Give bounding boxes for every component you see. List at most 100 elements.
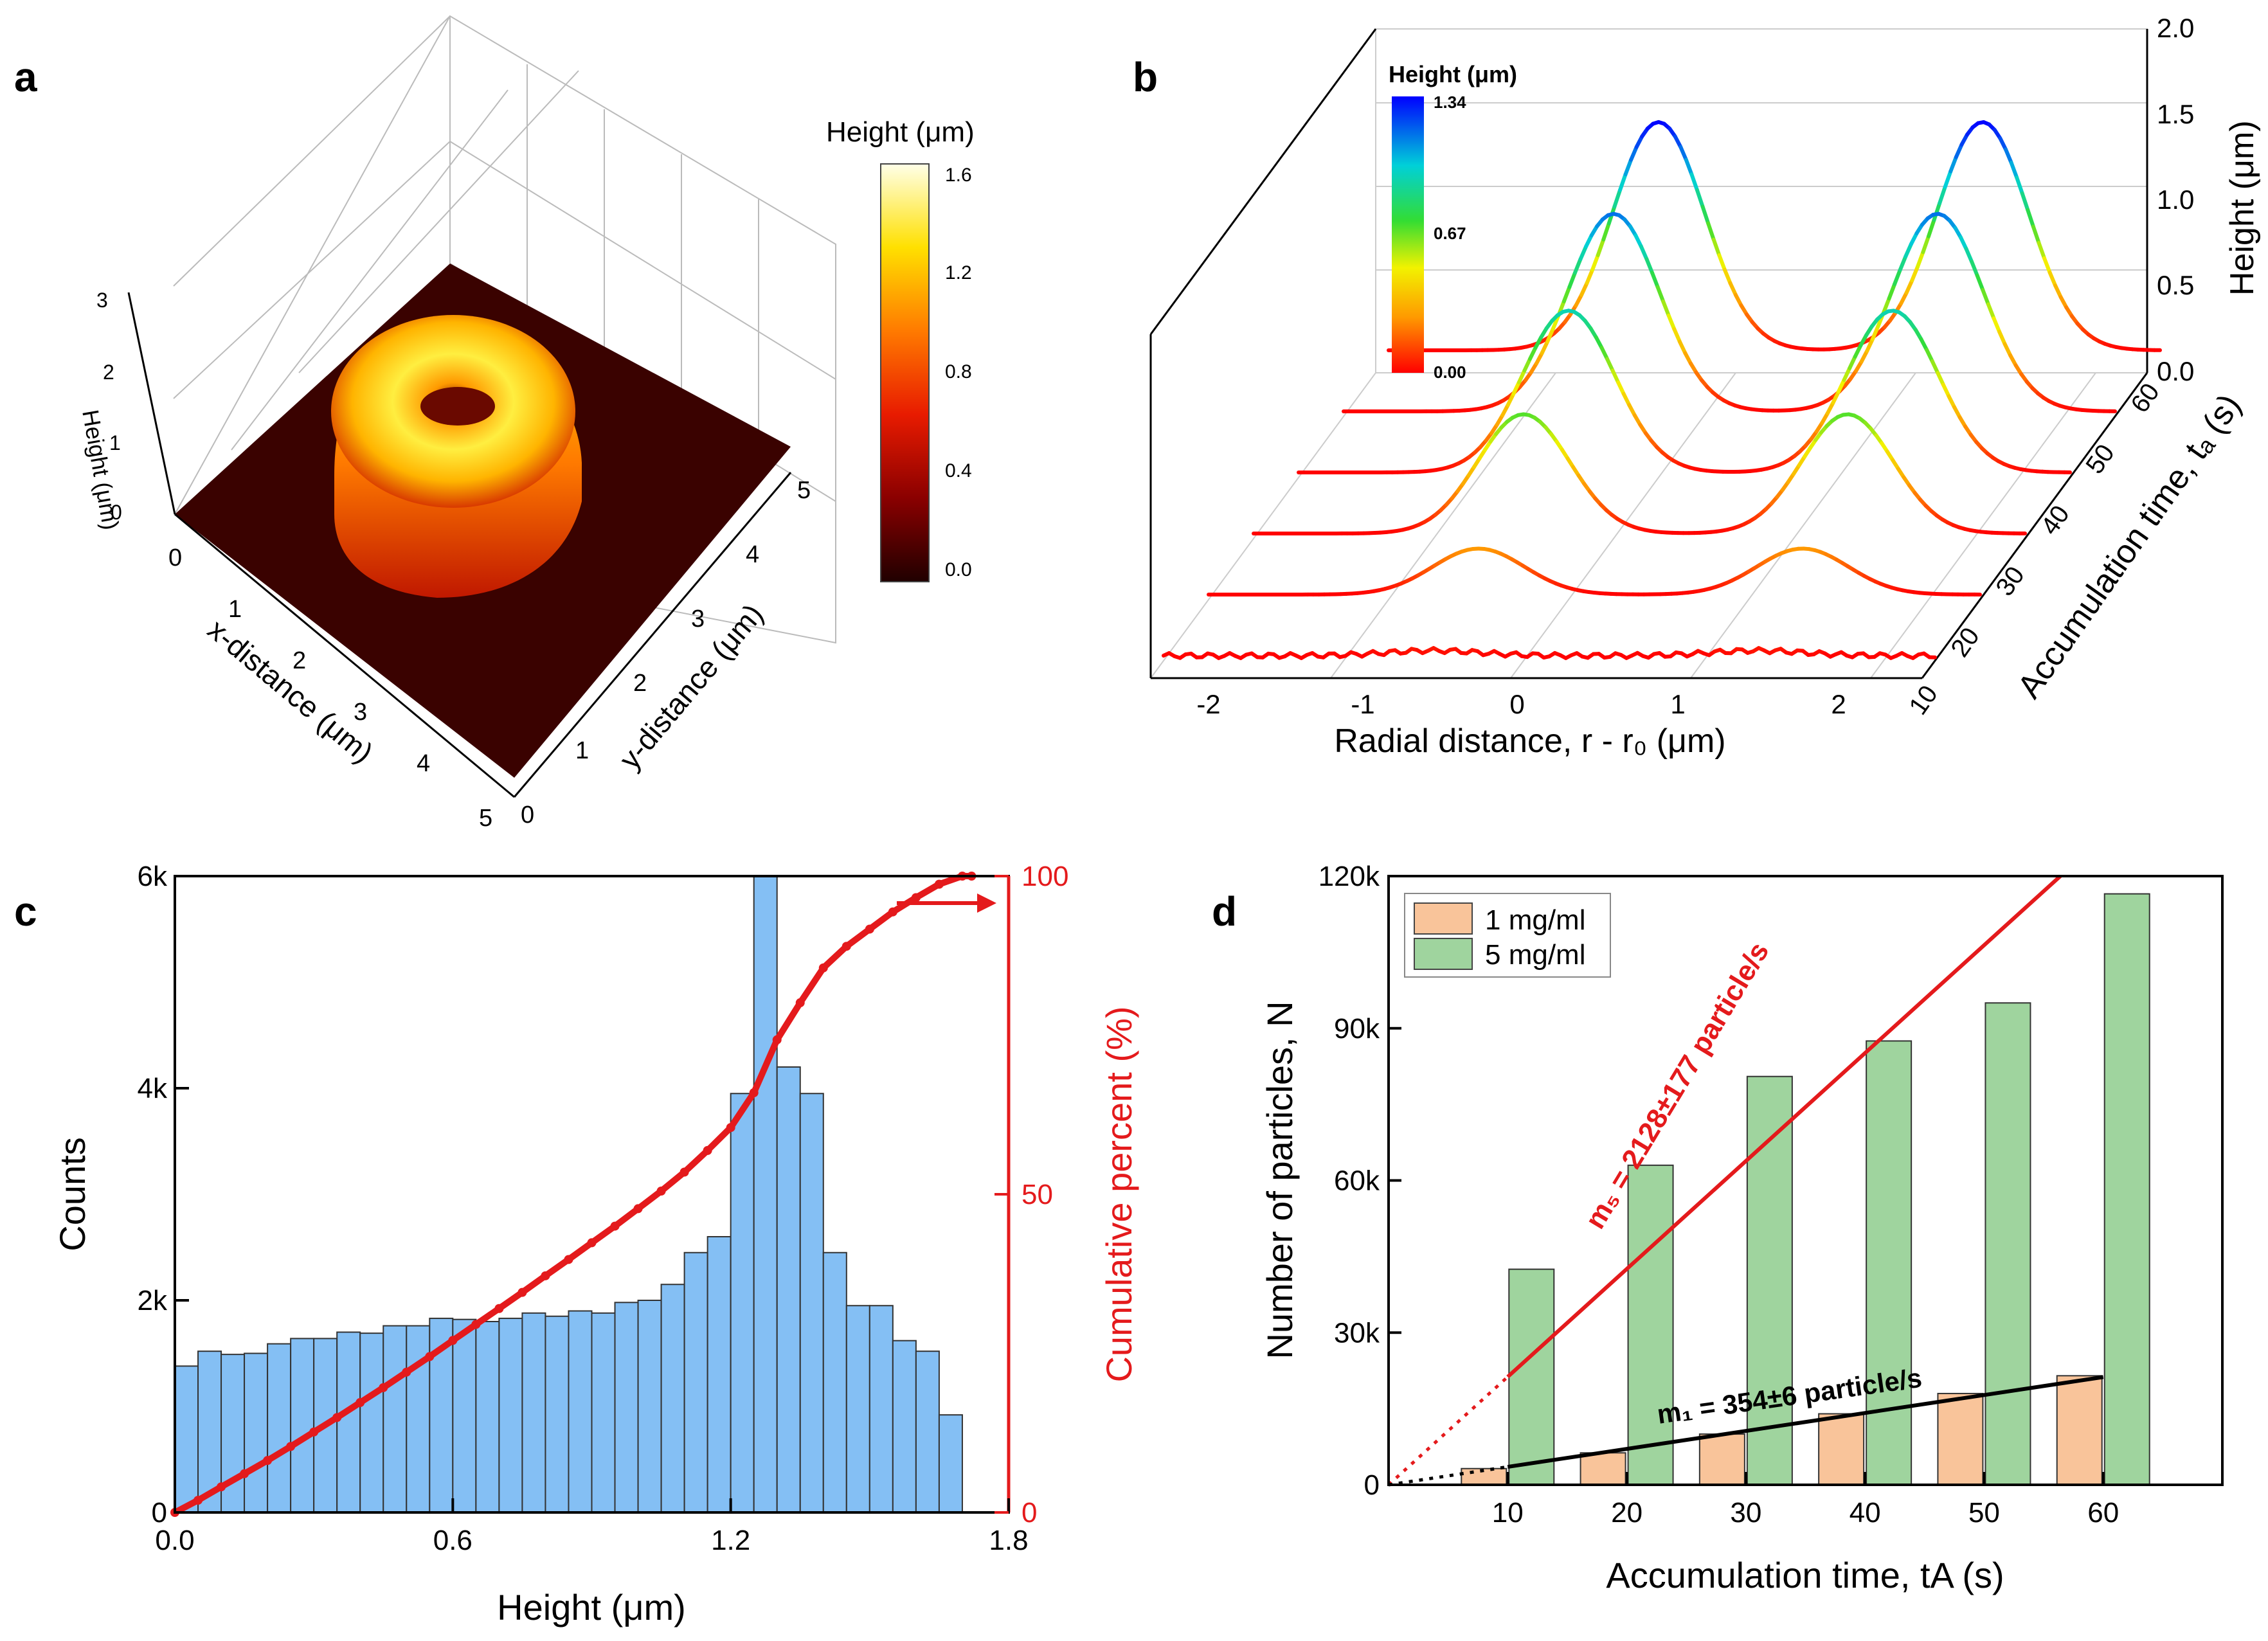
hist-bar bbox=[706, 1236, 732, 1513]
cumulative-point bbox=[240, 1469, 249, 1478]
b-profile-seg bbox=[1610, 368, 1621, 384]
b-z-tick-0: 2.0 bbox=[2157, 13, 2194, 43]
cumulative-point bbox=[818, 963, 828, 973]
c-y2-tick: 50 bbox=[1022, 1179, 1053, 1210]
b-profile-seg bbox=[1574, 292, 1583, 308]
cumulative-point bbox=[633, 1204, 643, 1214]
b-profile-seg bbox=[1533, 335, 1544, 350]
panel-c-cumulative bbox=[170, 872, 977, 1517]
a-y-tick-1: 1 bbox=[575, 737, 589, 764]
b-profile-seg bbox=[1932, 201, 1942, 222]
a-x-tick-0: 0 bbox=[168, 544, 182, 571]
b-profile-seg bbox=[1655, 285, 1666, 303]
b-profile-seg bbox=[1915, 250, 1925, 269]
b-z-tick-1: 1.5 bbox=[2157, 99, 2194, 129]
b-profile-seg bbox=[1684, 157, 1694, 177]
c-y2-tick: 0 bbox=[1022, 1497, 1037, 1529]
b-profile-seg bbox=[1673, 134, 1683, 149]
hist-bar bbox=[313, 1338, 338, 1513]
cumulative-point bbox=[656, 1186, 666, 1196]
b-profile-seg bbox=[1887, 282, 1897, 301]
panel-label-d: d bbox=[1212, 888, 1237, 935]
b-profile-seg bbox=[1706, 221, 1716, 242]
panel-a-y-axis bbox=[513, 472, 792, 798]
hist-bar bbox=[753, 875, 778, 1513]
cumulative-point bbox=[795, 998, 805, 1008]
b-cb-tick-0: 1.34 bbox=[1434, 93, 1466, 112]
b-profile-seg bbox=[1584, 233, 1594, 249]
b-profile-seg bbox=[2009, 160, 2019, 180]
c-y-tick: 6k bbox=[138, 861, 168, 892]
b-profile-seg bbox=[2048, 270, 2058, 288]
b-profile-seg bbox=[1679, 145, 1688, 162]
hist-bar bbox=[452, 1318, 477, 1513]
b-cb-tick-2: 0.00 bbox=[1434, 363, 1466, 382]
panel-a-z-ticks: 0 1 2 3 bbox=[96, 289, 122, 524]
b-profile-seg bbox=[2003, 342, 2013, 357]
b-profile-seg bbox=[2042, 256, 2052, 274]
b-profile-seg bbox=[1938, 184, 1947, 206]
a-z-tick-3: 3 bbox=[96, 289, 108, 312]
hist-bar bbox=[637, 1300, 662, 1513]
b-profile-seg bbox=[1522, 357, 1532, 373]
a-x-tick-1: 1 bbox=[228, 596, 242, 623]
b-profile-seg bbox=[1500, 403, 1510, 418]
a-y-tick-3: 3 bbox=[691, 605, 705, 632]
b-profile-seg bbox=[1930, 359, 1940, 375]
cumulative-point bbox=[911, 893, 921, 902]
a-y-tick-0: 0 bbox=[521, 802, 534, 829]
b-profile-seg bbox=[1943, 169, 1953, 189]
b-z-tick-2: 1.0 bbox=[2157, 184, 2194, 215]
b-profile-seg bbox=[1650, 271, 1660, 289]
a-x-tick-2: 2 bbox=[292, 647, 306, 674]
b-profile-seg bbox=[1986, 302, 1996, 321]
b-profile-seg bbox=[1700, 204, 1711, 226]
a-colorbar-ticks: 1.6 1.2 0.8 0.4 0.0 bbox=[945, 165, 972, 580]
bar-5mg bbox=[1627, 1164, 1674, 1485]
panel-label-a: a bbox=[14, 54, 37, 100]
hist-bar bbox=[336, 1331, 361, 1513]
hist-bar bbox=[799, 1093, 824, 1513]
d-x-title: Accumulation time, tA (s) bbox=[1606, 1555, 2004, 1595]
cumulative-point bbox=[263, 1456, 273, 1466]
a-colorbar-title: Height (μm) bbox=[826, 116, 975, 148]
d-y-tick: 90k bbox=[1334, 1013, 1380, 1045]
b-profile-seg bbox=[1734, 292, 1743, 308]
cumulative-point bbox=[564, 1255, 573, 1264]
b-profile-seg bbox=[1909, 231, 1919, 246]
b-profile-seg bbox=[1898, 254, 1908, 272]
d-y-tick: 0 bbox=[1364, 1469, 1380, 1501]
panel-a-x-ticks: 0 1 2 3 4 5 bbox=[168, 544, 492, 832]
cumulative-point bbox=[888, 907, 897, 917]
hist-bar bbox=[730, 1093, 755, 1513]
b-profile-seg bbox=[1825, 400, 1835, 416]
b-profile-seg bbox=[1594, 335, 1604, 350]
b-profile-seg bbox=[1992, 316, 2001, 334]
cumulative-point bbox=[356, 1398, 365, 1408]
hist-bar bbox=[290, 1338, 315, 1513]
hist-bar bbox=[382, 1325, 408, 1514]
b-profile-seg bbox=[1865, 337, 1875, 353]
b-profile-seg bbox=[1970, 260, 1979, 278]
b-profile-seg bbox=[1689, 172, 1699, 192]
b-profile-30 bbox=[1252, 412, 2027, 535]
cumulative-point bbox=[425, 1352, 435, 1361]
hist-bar bbox=[938, 1414, 963, 1513]
b-profile-60 bbox=[1387, 120, 2162, 352]
b-profile-seg bbox=[1528, 345, 1538, 361]
b-profile-seg bbox=[1511, 380, 1521, 396]
b-profile-seg bbox=[1634, 134, 1644, 149]
b-profile-seg bbox=[1621, 391, 1632, 408]
bar-5mg bbox=[1866, 1040, 1913, 1485]
b-profile-seg bbox=[1567, 271, 1577, 289]
a-x-tick-3: 3 bbox=[354, 699, 367, 726]
d-y-title: Number of particles, N bbox=[1259, 1001, 1300, 1359]
cumulative-point bbox=[934, 879, 944, 889]
panel-label-b: b bbox=[1133, 54, 1158, 100]
cumulative-point bbox=[379, 1383, 388, 1392]
b-profile-seg bbox=[2015, 175, 2024, 195]
b-x-tick-2: 0 bbox=[1509, 689, 1524, 719]
legend-label-1mg: 1 mg/ml bbox=[1485, 904, 1585, 936]
b-t-title: Accumulation time, tₐ (s) bbox=[2010, 388, 2248, 705]
